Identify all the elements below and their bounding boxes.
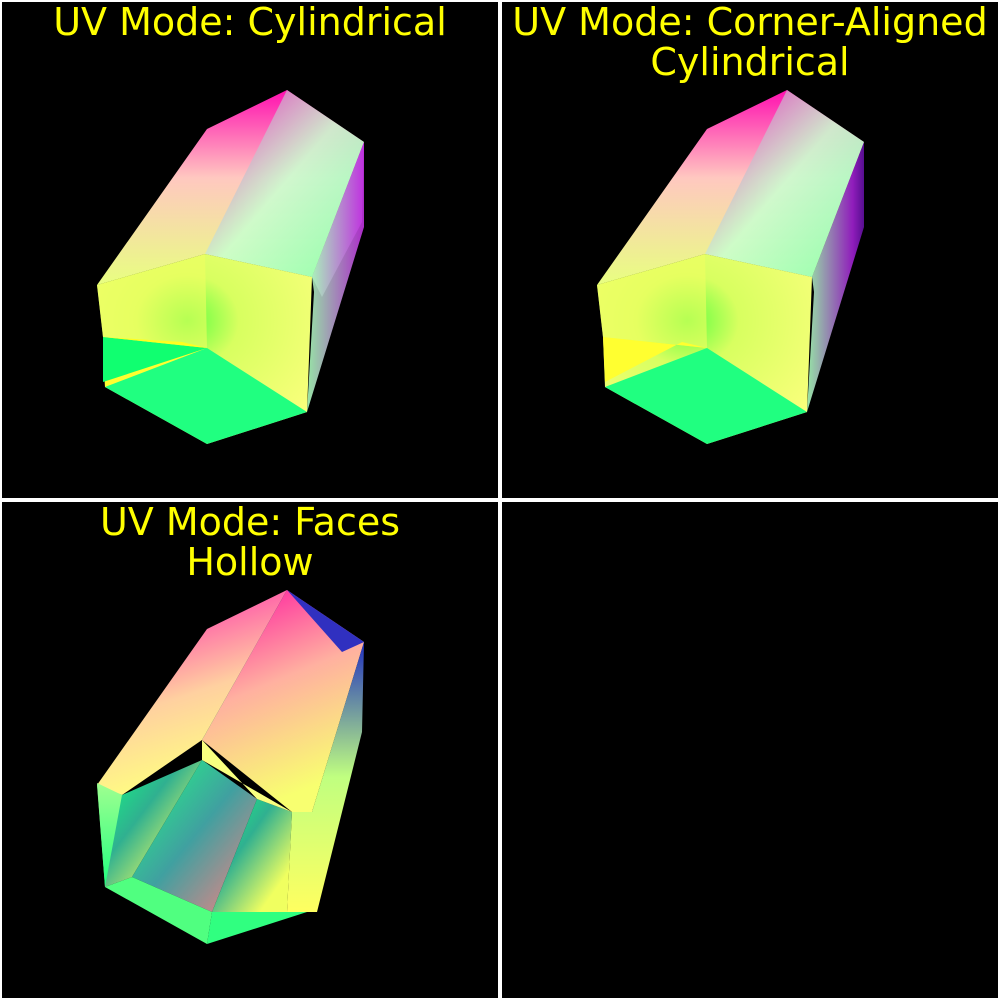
viewport-title: UV Mode: Cylindrical [53, 2, 447, 44]
viewport-title: UV Mode: Corner-Aligned Cylindrical [512, 2, 988, 84]
viewport-corner-aligned-cylindrical: UV Mode: Corner-Aligned Cylindrical [502, 2, 998, 498]
viewport-empty [502, 502, 998, 998]
faces-hollow-mesh-render [97, 590, 364, 944]
viewport-cylindrical: UV Mode: Cylindrical [2, 2, 498, 498]
viewport-title: UV Mode: Faces Hollow [99, 502, 401, 584]
corner-aligned-mesh-render [597, 90, 864, 444]
viewport-faces-hollow: UV Mode: Faces Hollow [2, 502, 498, 998]
cylindrical-mesh-render [97, 90, 364, 444]
